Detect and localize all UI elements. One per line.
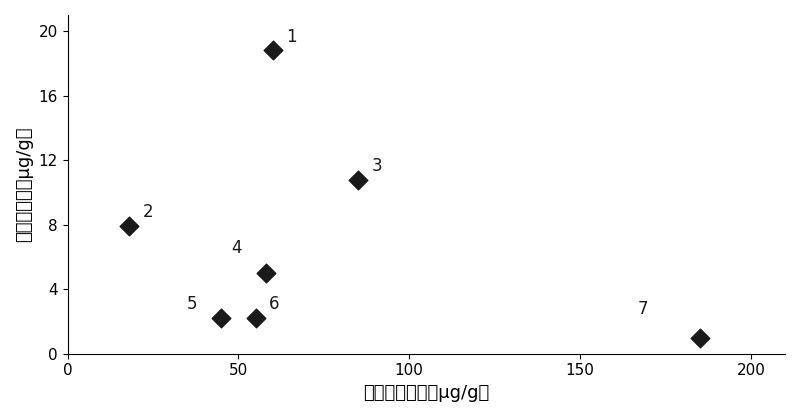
Point (266, 47, 279, 54)
Text: 3: 3 (372, 157, 382, 175)
Y-axis label: 芦丁的含量（μg/g）: 芦丁的含量（μg/g） (15, 127, 33, 242)
Text: 5: 5 (187, 295, 198, 314)
Text: 1: 1 (286, 28, 297, 45)
Point (352, 176, 365, 183)
Point (122, 223, 135, 230)
X-axis label: 绿原酸的含量（μg/g）: 绿原酸的含量（μg/g） (363, 384, 490, 402)
Text: 7: 7 (638, 300, 649, 318)
Point (249, 315, 262, 322)
Point (259, 270, 272, 276)
Point (694, 334, 706, 341)
Text: 2: 2 (143, 203, 154, 221)
Point (215, 315, 228, 322)
Text: 4: 4 (232, 239, 242, 257)
Text: 6: 6 (269, 295, 280, 314)
